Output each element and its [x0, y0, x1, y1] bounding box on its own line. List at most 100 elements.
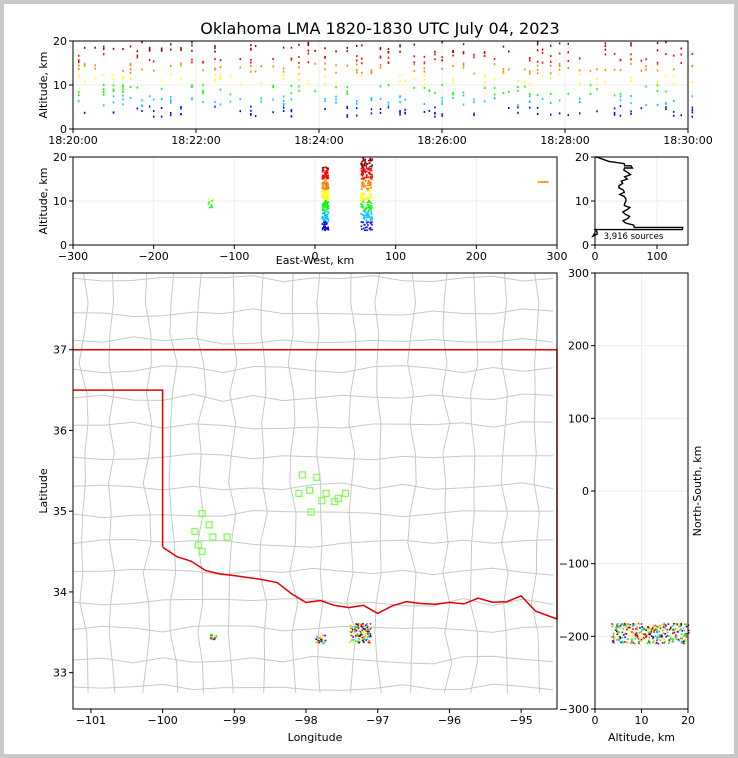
- source-point: [399, 111, 401, 114]
- source-point: [254, 115, 257, 118]
- source-point: [170, 48, 172, 51]
- source-point: [366, 629, 368, 631]
- source-point: [579, 83, 581, 86]
- source-point: [160, 47, 163, 50]
- source-point: [452, 81, 454, 84]
- source-point: [122, 69, 124, 72]
- source-point: [323, 212, 326, 215]
- time-height-x-tick-label: 18:26:00: [417, 134, 466, 147]
- source-point: [618, 638, 620, 640]
- source-point: [413, 77, 415, 80]
- source-point: [324, 82, 326, 85]
- source-point: [78, 91, 80, 94]
- source-point: [355, 635, 357, 637]
- source-point: [191, 98, 193, 101]
- source-point: [619, 626, 621, 628]
- source-point: [349, 625, 351, 628]
- source-point: [604, 81, 607, 84]
- source-point: [323, 180, 326, 183]
- source-point: [620, 641, 622, 644]
- source-point: [360, 228, 363, 231]
- source-point: [441, 41, 443, 44]
- source-point: [371, 206, 373, 209]
- source-point: [371, 159, 373, 161]
- source-point: [362, 170, 365, 173]
- county-boundary: [441, 272, 453, 694]
- source-point: [627, 629, 630, 632]
- source-point: [637, 641, 640, 643]
- source-point: [78, 68, 80, 71]
- source-point: [370, 186, 372, 189]
- source-point: [359, 628, 361, 631]
- source-point: [207, 203, 210, 205]
- source-point: [214, 105, 216, 108]
- source-point: [202, 89, 204, 92]
- county-boundary: [72, 567, 554, 576]
- source-point: [239, 66, 241, 69]
- source-point: [321, 228, 324, 231]
- source-point: [541, 74, 544, 77]
- source-point: [368, 201, 370, 203]
- source-point: [78, 94, 80, 97]
- source-point: [369, 165, 371, 168]
- lma-station-marker: [205, 521, 213, 529]
- source-point: [616, 624, 618, 627]
- source-point: [363, 192, 365, 195]
- source-point: [668, 639, 670, 641]
- source-point: [327, 183, 330, 186]
- source-point: [379, 47, 382, 49]
- source-point: [352, 636, 354, 638]
- source-point: [324, 173, 326, 175]
- source-point: [614, 636, 616, 639]
- source-point: [634, 637, 637, 640]
- source-point: [366, 214, 369, 217]
- source-point: [323, 166, 325, 169]
- source-point: [550, 101, 552, 104]
- source-point: [290, 98, 293, 101]
- source-point: [387, 47, 390, 50]
- source-point: [672, 632, 674, 635]
- source-point: [141, 68, 143, 71]
- source-point: [619, 99, 622, 102]
- source-point: [423, 78, 426, 81]
- time-height-ylabel: Altitude, km: [37, 51, 50, 118]
- source-point: [361, 57, 363, 60]
- source-point: [524, 85, 526, 88]
- source-point: [191, 41, 193, 44]
- source-point: [325, 188, 328, 191]
- source-point: [359, 631, 362, 633]
- source-point: [643, 634, 646, 637]
- source-point: [493, 78, 496, 81]
- source-point: [631, 635, 634, 637]
- source-point: [413, 43, 415, 46]
- source-point: [541, 61, 544, 64]
- source-point: [596, 110, 598, 113]
- source-point: [250, 105, 252, 108]
- plan-view-ylabel: Latitude: [37, 468, 50, 514]
- ns-height-y-tick-label: 200: [568, 340, 589, 353]
- source-point: [616, 629, 618, 632]
- source-point: [680, 53, 682, 56]
- source-point: [623, 625, 626, 627]
- source-point: [483, 73, 486, 76]
- source-point: [613, 111, 616, 114]
- source-point: [508, 90, 510, 93]
- source-point: [681, 630, 683, 632]
- source-point: [502, 73, 505, 76]
- source-point: [567, 51, 569, 54]
- source-point: [652, 629, 655, 632]
- source-point: [618, 639, 620, 642]
- source-point: [78, 75, 80, 78]
- county-boundary: [72, 421, 554, 430]
- source-point: [364, 160, 366, 162]
- source-point: [558, 68, 561, 71]
- source-point: [365, 165, 367, 167]
- source-point: [648, 628, 651, 631]
- source-point: [644, 628, 646, 630]
- source-point: [404, 98, 406, 101]
- source-point: [325, 196, 327, 199]
- source-point: [462, 52, 465, 55]
- source-point: [191, 61, 193, 64]
- source-point: [630, 112, 632, 115]
- source-point: [517, 80, 519, 83]
